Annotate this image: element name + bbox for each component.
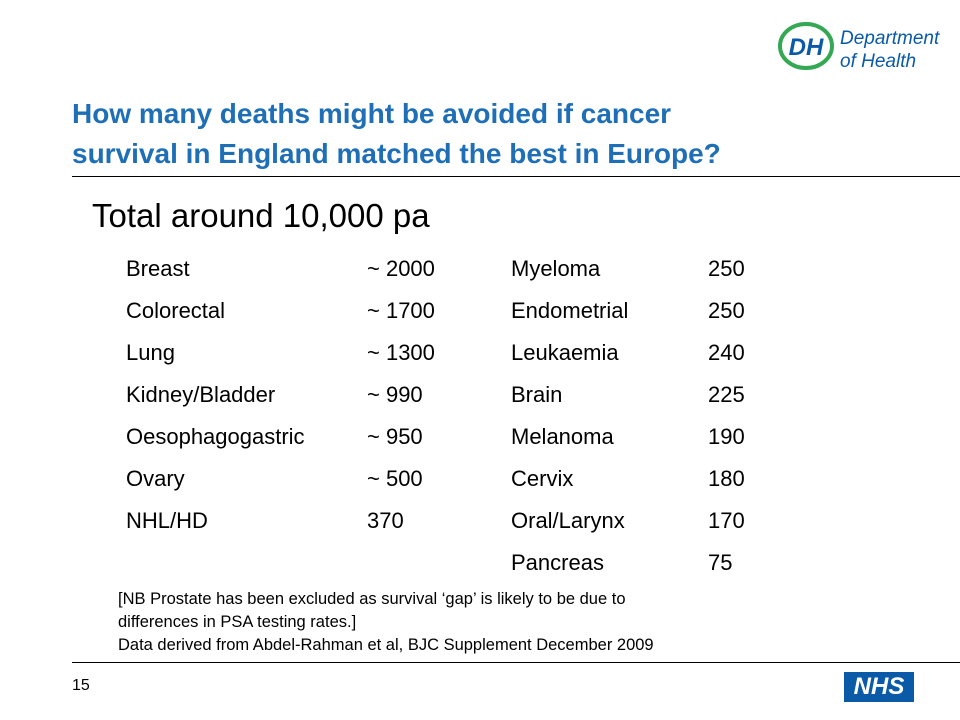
- dh-logo-mark: DH: [789, 34, 824, 61]
- department-of-health-logo: DH Department of Health: [778, 22, 940, 72]
- right-cancer-names: Myeloma Endometrial Leukaemia Brain Mela…: [511, 248, 628, 584]
- footnote-line-2: differences in PSA testing rates.]: [118, 613, 357, 631]
- cancer-name: Oesophagogastric: [126, 424, 305, 449]
- cancer-name: Ovary: [126, 466, 185, 491]
- death-count: ~ 500: [367, 466, 423, 491]
- left-death-counts: ~ 2000 ~ 1700 ~ 1300 ~ 990 ~ 950 ~ 500 3…: [367, 248, 435, 542]
- death-count: 370: [367, 508, 404, 533]
- dh-logo-line2: of Health: [840, 51, 916, 72]
- title-line-1: How many deaths might be avoided if canc…: [72, 98, 672, 129]
- cancer-name: Melanoma: [511, 424, 614, 449]
- death-count: 75: [708, 550, 733, 575]
- page-number: 15: [72, 677, 90, 694]
- death-count: 190: [708, 424, 745, 449]
- title-divider: [72, 176, 960, 177]
- death-count: ~ 990: [367, 382, 423, 407]
- death-count: 170: [708, 508, 745, 533]
- left-cancer-names: Breast Colorectal Lung Kidney/Bladder Oe…: [126, 248, 305, 542]
- death-count: 225: [708, 382, 745, 407]
- cancer-name: Brain: [511, 382, 563, 407]
- footer-divider: [72, 662, 960, 663]
- title-line-2: survival in England matched the best in …: [72, 138, 721, 169]
- right-death-counts: 250 250 240 225 190 180 170 75: [708, 248, 745, 584]
- death-count: ~ 950: [367, 424, 423, 449]
- footnote: [NB Prostate has been excluded as surviv…: [118, 588, 654, 657]
- death-count: 240: [708, 340, 745, 365]
- cancer-name: Oral/Larynx: [511, 508, 625, 533]
- death-count: ~ 2000: [367, 256, 435, 281]
- footnote-line-1: [NB Prostate has been excluded as surviv…: [118, 590, 626, 608]
- cancer-name: Leukaemia: [511, 340, 619, 365]
- cancer-name: Pancreas: [511, 550, 604, 575]
- death-count: 250: [708, 256, 745, 281]
- death-count: 180: [708, 466, 745, 491]
- footnote-line-3: Data derived from Abdel-Rahman et al, BJ…: [118, 636, 654, 654]
- cancer-name: Kidney/Bladder: [126, 382, 276, 407]
- death-count: 250: [708, 298, 745, 323]
- cancer-name: Endometrial: [511, 298, 629, 323]
- slide-title: How many deaths might be avoided if canc…: [72, 94, 892, 174]
- cancer-name: Lung: [126, 340, 175, 365]
- nhs-logo: NHS: [844, 672, 914, 702]
- dh-logo-line1: Department: [840, 28, 940, 49]
- total-deaths-heading: Total around 10,000 pa: [92, 197, 430, 234]
- cancer-name: Breast: [126, 256, 190, 281]
- death-count: ~ 1300: [367, 340, 435, 365]
- cancer-name: Colorectal: [126, 298, 226, 323]
- death-count: ~ 1700: [367, 298, 435, 323]
- cancer-name: Cervix: [511, 466, 574, 491]
- cancer-name: NHL/HD: [126, 508, 208, 533]
- cancer-name: Myeloma: [511, 256, 601, 281]
